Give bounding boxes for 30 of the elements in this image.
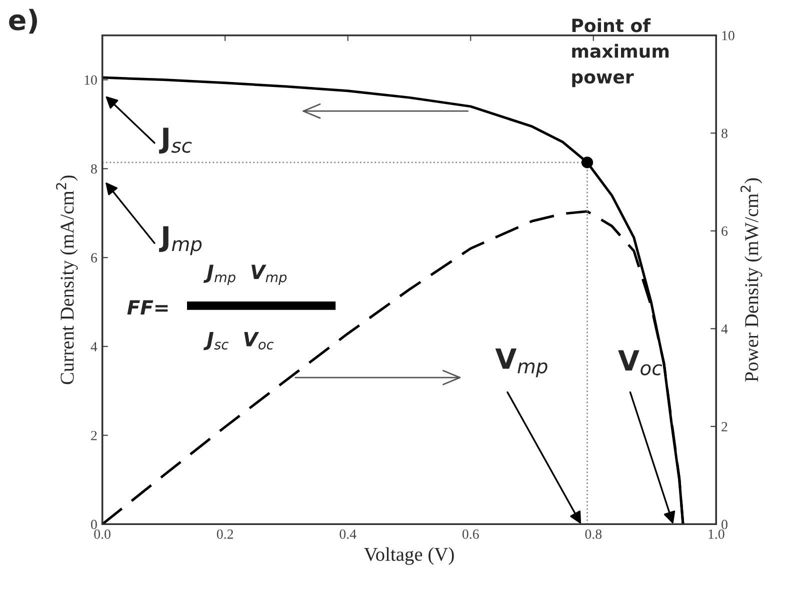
y2-axis-title: Power Density (mW/cm$^{2}$) (740, 178, 762, 382)
y2-tick-label: 0 (722, 520, 728, 530)
x-tick-label: 0.8 (585, 529, 602, 539)
annotation: FF= (127, 300, 168, 314)
y-axis-title: Current Density (mA/cm$^{2}$) (56, 176, 78, 384)
y-tick-label: 8 (91, 164, 97, 174)
x-tick-label: 0.2 (216, 529, 233, 539)
annotation: J$_{sc}$ (159, 128, 192, 154)
y2-tick-label: 8 (722, 128, 728, 138)
x-tick-label: 1.0 (708, 529, 724, 539)
y-tick-label: 4 (90, 342, 98, 352)
annotation: J$_{sc}$ V$_{oc}$ (203, 332, 274, 350)
annotation: J$_{mp}$ V$_{mp}$ (203, 264, 287, 285)
y-tick-label: 10 (84, 75, 97, 85)
y2-tick-label: 4 (721, 324, 728, 334)
y-tick-label: 2 (91, 430, 97, 440)
annotation: V$_{mp}$ (495, 348, 548, 378)
x-tick-label: 0.0 (94, 529, 110, 539)
x-tick-label: 0.6 (462, 529, 479, 539)
y-tick-label: 6 (91, 253, 98, 263)
x-axis-title: Voltage (V) (364, 547, 454, 565)
chart-title: e) (9, 8, 38, 34)
y2-tick-label: 6 (722, 226, 728, 236)
y-tick-label: 0 (91, 520, 97, 530)
annotation: Point of maximum power (572, 18, 669, 88)
annotation: J$_{mp}$ (159, 226, 202, 256)
x-tick-label: 0.4 (340, 529, 356, 539)
y2-tick-label: 2 (722, 422, 728, 432)
annotation: V$_{oc}$ (618, 350, 662, 376)
y2-tick-label: 10 (722, 30, 734, 40)
